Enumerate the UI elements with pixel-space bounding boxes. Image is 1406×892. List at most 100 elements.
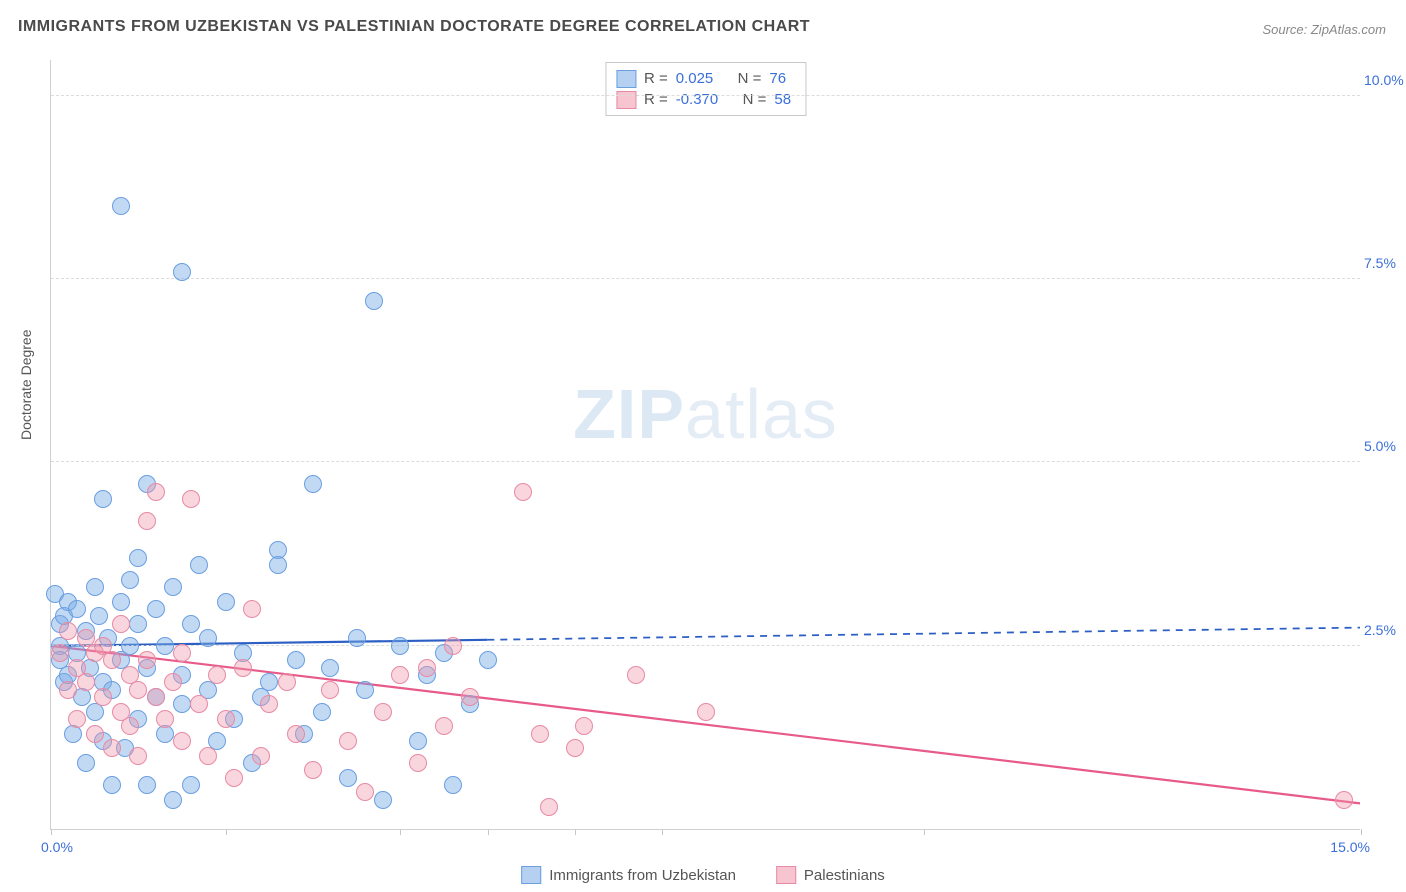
scatter-marker-pink [391,666,409,684]
scatter-marker-pink [540,798,558,816]
x-tick [226,829,227,835]
scatter-marker-pink [129,681,147,699]
scatter-marker-pink [278,673,296,691]
scatter-marker-pink [77,673,95,691]
scatter-marker-pink [435,717,453,735]
legend-item-blue: Immigrants from Uzbekistan [521,866,736,884]
stats-swatch-blue [616,70,636,88]
scatter-marker-blue [269,556,287,574]
scatter-marker-pink [86,725,104,743]
scatter-marker-pink [59,622,77,640]
scatter-marker-blue [121,571,139,589]
scatter-marker-blue [391,637,409,655]
x-axis-start-label: 0.0% [41,839,73,855]
scatter-marker-pink [461,688,479,706]
scatter-marker-pink [103,651,121,669]
scatter-marker-pink [260,695,278,713]
scatter-marker-blue [287,651,305,669]
legend-label-blue: Immigrants from Uzbekistan [549,867,736,884]
scatter-marker-blue [173,263,191,281]
scatter-marker-blue [348,629,366,647]
scatter-marker-blue [182,615,200,633]
scatter-marker-pink [514,483,532,501]
scatter-marker-pink [173,644,191,662]
scatter-marker-pink [287,725,305,743]
scatter-marker-pink [199,747,217,765]
scatter-marker-blue [129,615,147,633]
n-label: N = [743,89,767,110]
scatter-marker-blue [147,600,165,618]
scatter-marker-pink [94,688,112,706]
scatter-marker-blue [182,776,200,794]
scatter-marker-blue [374,791,392,809]
bottom-legend: Immigrants from Uzbekistan Palestinians [521,866,885,884]
scatter-marker-blue [365,292,383,310]
scatter-marker-pink [304,761,322,779]
scatter-marker-pink [243,600,261,618]
scatter-marker-pink [252,747,270,765]
scatter-marker-pink [566,739,584,757]
scatter-marker-blue [86,578,104,596]
correlation-stats-box: R = 0.025 N = 76 R = -0.370 N = 58 [605,62,806,116]
watermark-light: atlas [685,375,838,453]
scatter-marker-pink [164,673,182,691]
gridline-h [51,278,1360,279]
legend-item-pink: Palestinians [776,866,885,884]
scatter-marker-blue [138,776,156,794]
stats-row-blue: R = 0.025 N = 76 [616,68,791,89]
scatter-marker-blue [199,629,217,647]
scatter-marker-blue [121,637,139,655]
n-label: N = [738,68,762,89]
r-value-blue: 0.025 [676,68,714,89]
watermark: ZIPatlas [573,374,838,454]
scatter-marker-blue [339,769,357,787]
scatter-marker-blue [304,475,322,493]
scatter-marker-blue [94,490,112,508]
scatter-marker-pink [138,512,156,530]
scatter-marker-pink [147,688,165,706]
scatter-marker-pink [112,615,130,633]
scatter-marker-pink [208,666,226,684]
scatter-marker-blue [356,681,374,699]
scatter-marker-blue [409,732,427,750]
n-value-blue: 76 [769,68,786,89]
scatter-marker-pink [356,783,374,801]
gridline-h [51,461,1360,462]
scatter-marker-blue [103,776,121,794]
scatter-marker-pink [156,710,174,728]
x-tick [51,829,52,835]
x-axis-end-label: 15.0% [1330,839,1370,855]
x-tick [662,829,663,835]
scatter-marker-pink [409,754,427,772]
x-tick [400,829,401,835]
scatter-marker-pink [225,769,243,787]
gridline-h [51,95,1360,96]
watermark-bold: ZIP [573,375,685,453]
scatter-marker-blue [479,651,497,669]
y-tick-label: 7.5% [1364,255,1406,271]
scatter-marker-blue [173,695,191,713]
scatter-marker-pink [374,703,392,721]
scatter-marker-pink [190,695,208,713]
legend-label-pink: Palestinians [804,867,885,884]
scatter-marker-pink [68,710,86,728]
source-attribution: Source: ZipAtlas.com [1262,22,1386,37]
scatter-marker-blue [313,703,331,721]
scatter-marker-pink [51,644,69,662]
scatter-plot-area: ZIPatlas R = 0.025 N = 76 R = -0.370 N =… [50,60,1360,830]
x-tick [924,829,925,835]
scatter-marker-pink [234,659,252,677]
r-label: R = [644,68,668,89]
scatter-marker-pink [1335,791,1353,809]
y-tick-label: 2.5% [1364,622,1406,638]
scatter-marker-pink [339,732,357,750]
scatter-marker-pink [418,659,436,677]
scatter-marker-blue [129,549,147,567]
scatter-marker-pink [129,747,147,765]
scatter-marker-blue [112,593,130,611]
stats-row-pink: R = -0.370 N = 58 [616,89,791,110]
scatter-marker-pink [444,637,462,655]
scatter-marker-blue [260,673,278,691]
r-value-pink: -0.370 [676,89,719,110]
r-label: R = [644,89,668,110]
